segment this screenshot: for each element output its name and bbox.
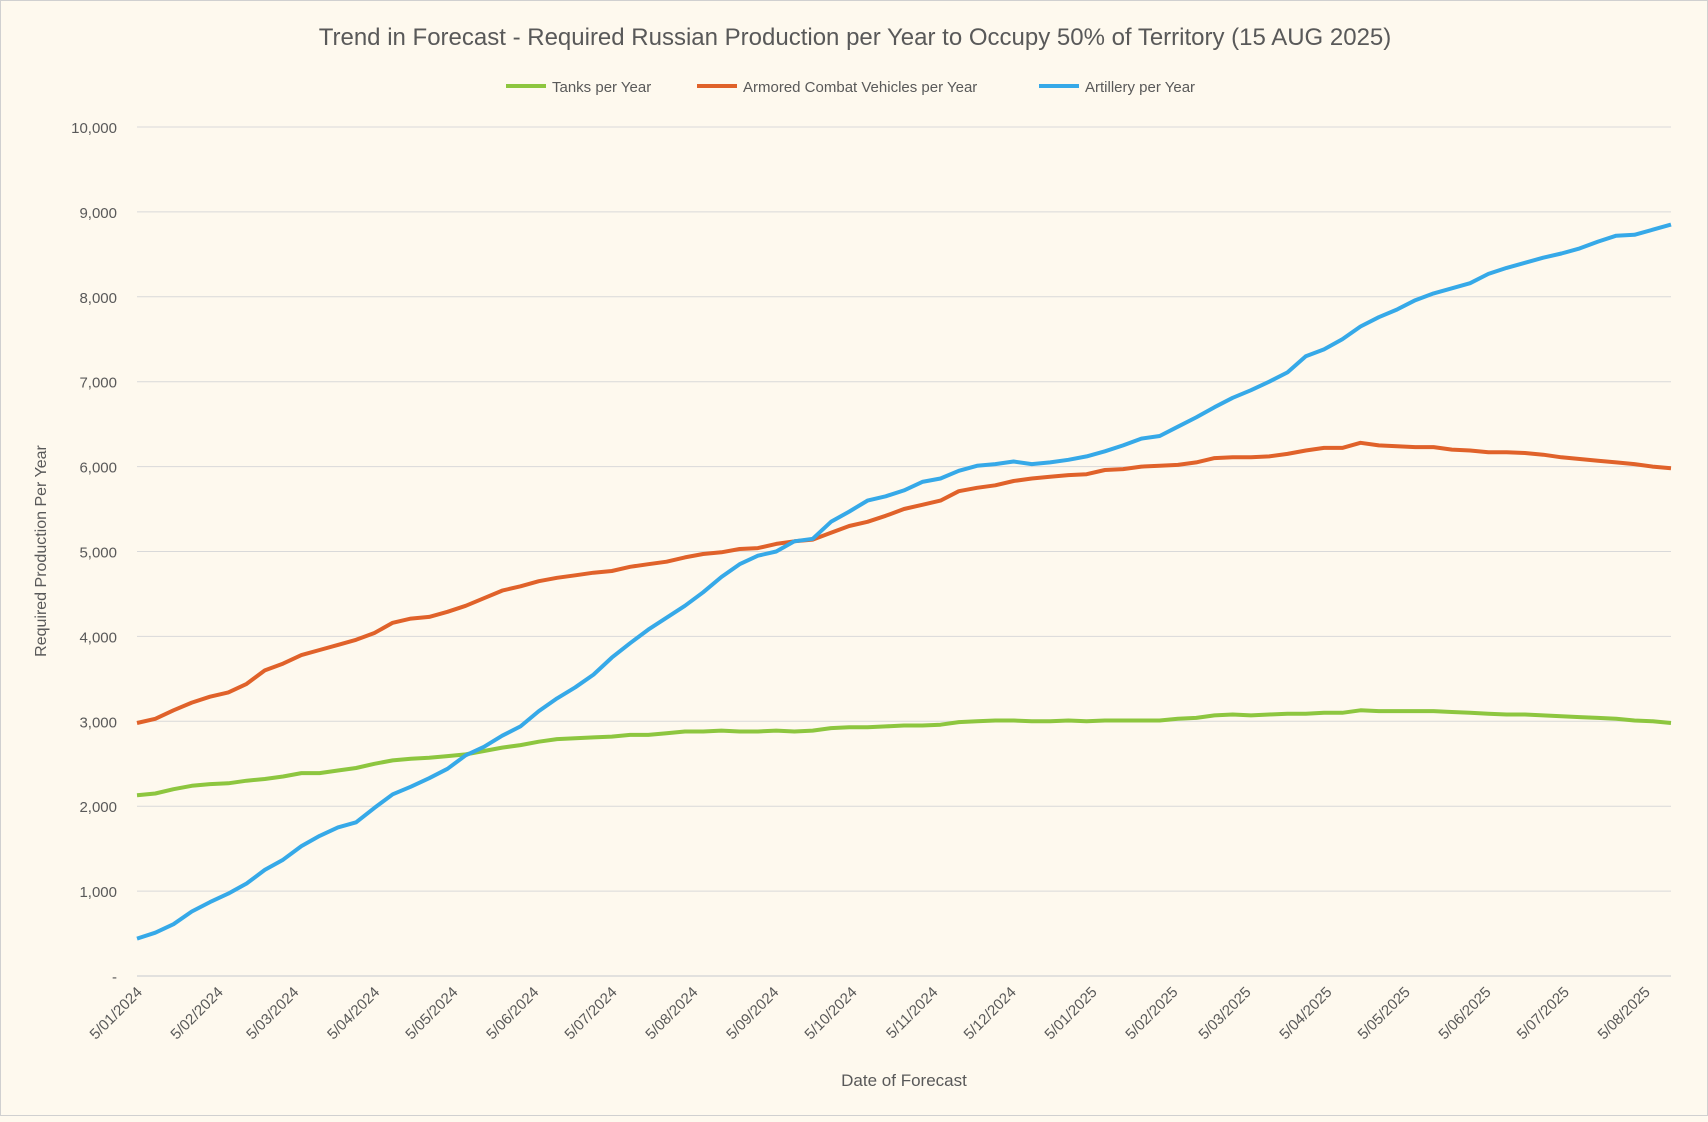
x-tick-label: 5/12/2024 [961,984,1020,1043]
x-tick-label: 5/10/2024 [801,984,860,1043]
y-tick-label: 9,000 [79,205,117,222]
x-tick-label: 5/11/2024 [883,984,941,1042]
y-tick-label: 10,000 [71,120,117,137]
y-tick-label: - [112,969,117,986]
y-tick-label: 8,000 [79,290,117,307]
x-tick-label: 5/08/2025 [1595,984,1654,1043]
y-tick-label: 3,000 [79,714,117,731]
y-tick-label: 6,000 [79,460,117,477]
x-tick-label: 5/01/2025 [1041,984,1100,1043]
y-tick-label: 1,000 [79,884,117,901]
legend-item: Artillery per Year [1039,79,1195,96]
series-line-armored-combat-vehicles-per-year [136,440,1672,725]
y-axis-title: Required Production Per Year [33,444,50,656]
x-axis-ticks: 5/01/2024 5/02/2024 5/03/2024 5/04/2024 5/05… [87,984,1654,1043]
legend-label: Armored Combat Vehicles per Year [743,79,977,96]
y-tick-label: 2,000 [79,799,117,816]
x-tick-label: 5/03/2024 [243,984,302,1043]
x-tick-label: 5/04/2025 [1276,984,1335,1043]
legend-item: Tanks per Year [506,79,651,96]
x-tick-label: 5/06/2025 [1435,984,1494,1043]
x-axis-title: Date of Forecast [841,1071,967,1090]
x-tick-label: 5/05/2025 [1355,984,1414,1043]
x-tick-label: 5/03/2025 [1195,984,1254,1043]
x-tick-label: 5/08/2024 [642,984,701,1043]
x-tick-label: 5/04/2024 [324,984,383,1043]
y-axis-ticks: - 1,000 2,000 3,000 4,000 5,000 6,000 7,000 8,00… [71,120,117,986]
series-line-tanks-per-year [136,708,1672,798]
y-tick-label: 7,000 [79,375,117,392]
legend-item: Armored Combat Vehicles per Year [697,79,977,96]
legend-label: Artillery per Year [1085,79,1195,96]
gridlines [137,126,1671,977]
chart-title: Trend in Forecast - Required Russian Pro… [319,24,1392,51]
legend: Tanks per Year Armored Combat Vehicles pe… [506,79,1195,96]
legend-label: Tanks per Year [552,79,651,96]
x-tick-label: 5/07/2024 [561,984,620,1043]
series-lines [136,222,1672,941]
x-tick-label: 5/02/2024 [167,984,226,1043]
series-line-artillery-per-year [136,222,1672,941]
x-tick-label: 5/01/2024 [87,984,146,1043]
y-tick-label: 5,000 [79,545,117,562]
x-tick-label: 5/09/2024 [723,984,782,1043]
y-tick-label: 4,000 [79,629,117,646]
x-tick-label: 5/06/2024 [483,984,542,1043]
x-tick-label: 5/05/2024 [402,984,461,1043]
x-tick-label: 5/07/2025 [1514,984,1573,1043]
x-tick-label: 5/02/2025 [1122,984,1181,1043]
